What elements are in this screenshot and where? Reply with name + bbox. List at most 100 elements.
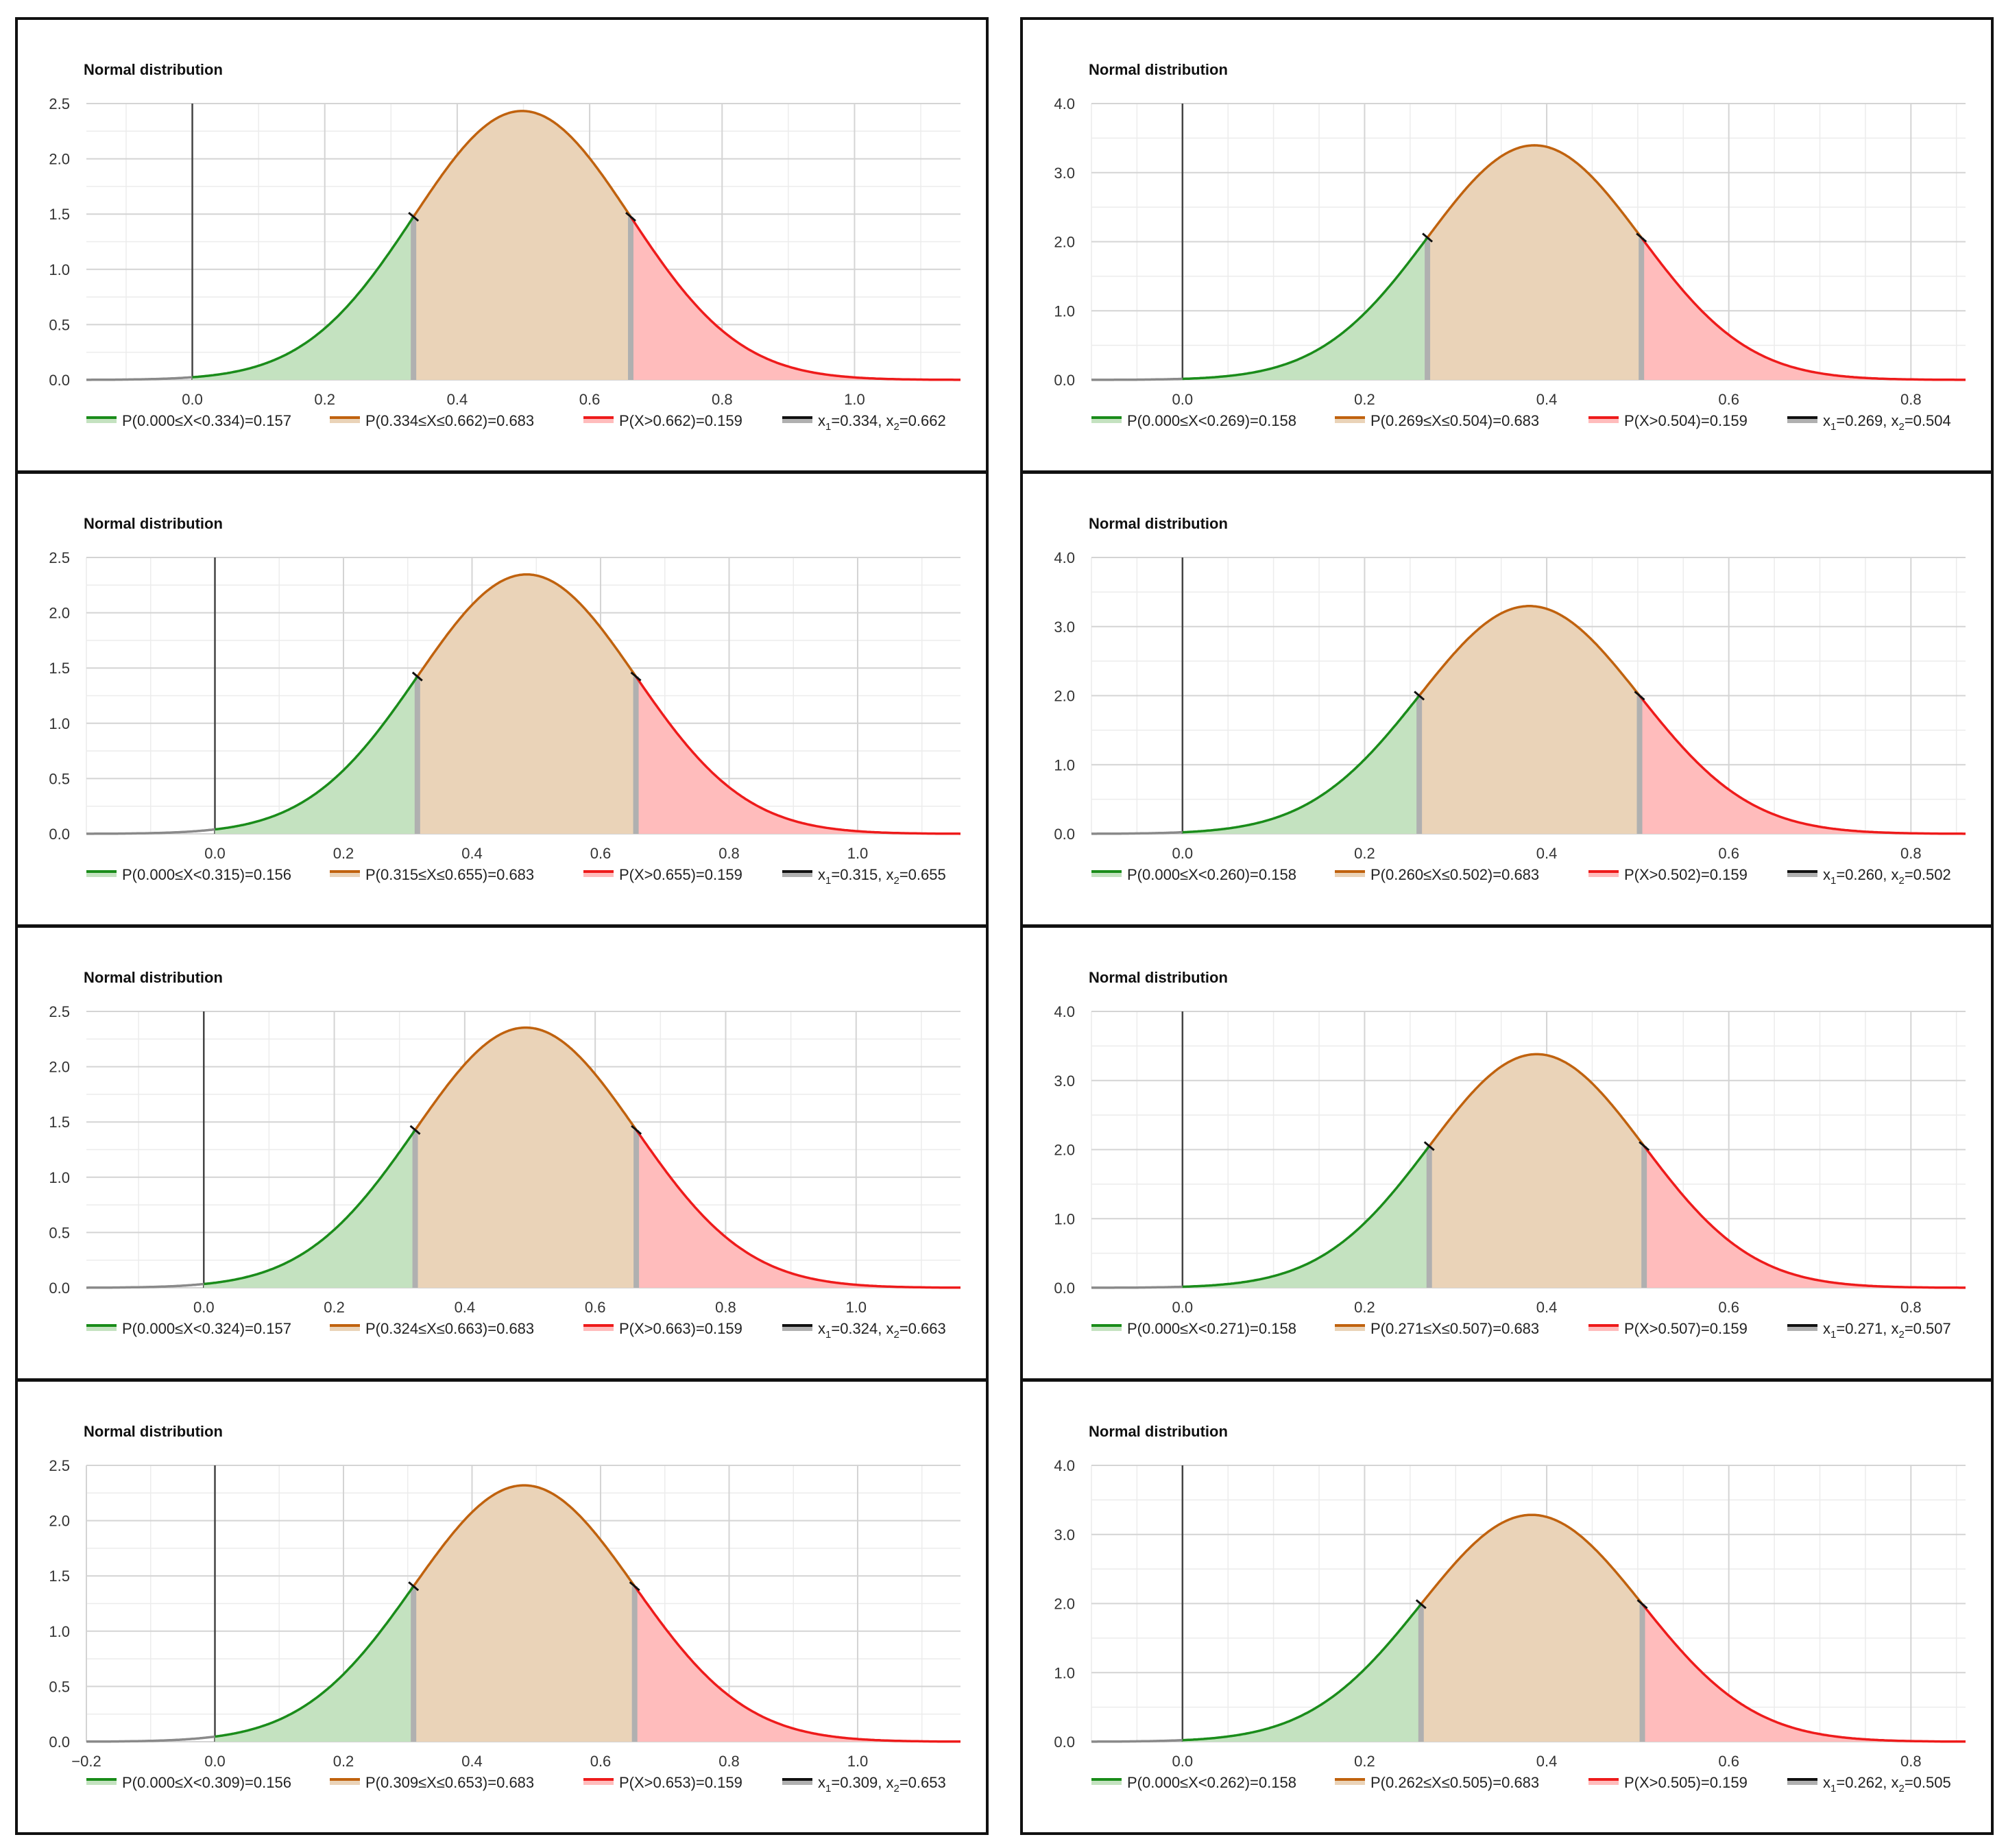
legend-label: P(X>0.507)=0.159 <box>1624 1320 1748 1337</box>
x-tick-label: 0.4 <box>1536 845 1558 862</box>
boundary-marker <box>1641 1146 1647 1288</box>
x-tick-label: 0.6 <box>579 391 601 408</box>
legend-label: P(0.000≤X<0.315)=0.156 <box>122 866 291 883</box>
legend-swatch-fill <box>782 1781 812 1785</box>
x-tick-label: 0.4 <box>461 845 483 862</box>
y-tick-label: 2.5 <box>49 95 70 112</box>
legend-swatch-fill <box>1335 1781 1365 1785</box>
curve-brown <box>412 1484 636 1587</box>
legend-item: P(0.000≤X<0.271)=0.158 <box>1091 1320 1296 1337</box>
legend-swatch-line <box>583 870 614 873</box>
green-area <box>1182 695 1420 834</box>
legend-swatch-line <box>1787 1778 1817 1781</box>
legend-swatch-fill <box>1787 419 1817 423</box>
x-tick-label: 0.6 <box>1718 845 1739 862</box>
brown-area <box>413 1485 635 1742</box>
chart-panel: Normal distribution 0.0 1.0 2.0 3.0 4.0 0.0 0.2… <box>1020 925 1994 1381</box>
legend-swatch-fill <box>86 419 117 423</box>
legend-item: P(0.000≤X<0.269)=0.158 <box>1091 412 1296 429</box>
legend-label: P(X>0.504)=0.159 <box>1624 412 1748 429</box>
curve-green <box>204 1129 417 1286</box>
legend-swatch-line <box>1091 1324 1122 1327</box>
legend-label: P(X>0.502)=0.159 <box>1624 866 1748 883</box>
y-tick-label: 2.0 <box>1054 1142 1075 1159</box>
boundary-marker <box>1426 1146 1432 1288</box>
x-tick-label: 0.6 <box>1718 1753 1739 1770</box>
curve-left-tail <box>1091 1285 1183 1289</box>
boundary-marker <box>631 1586 638 1742</box>
legend-swatch-line <box>86 416 117 419</box>
y-tick-label: 2.0 <box>1054 688 1075 705</box>
legend-label: P(0.000≤X<0.271)=0.158 <box>1127 1320 1296 1337</box>
boundary-marker <box>1639 1604 1645 1742</box>
curve-brown <box>412 110 632 218</box>
legend-swatch-line <box>1335 416 1365 419</box>
legend-label: P(0.260≤X≤0.502)=0.683 <box>1370 866 1539 883</box>
curve-green <box>1182 695 1421 834</box>
legend-swatch-fill <box>1091 1781 1122 1785</box>
legend-item: P(X>0.505)=0.159 <box>1588 1774 1748 1791</box>
legend-swatch-line <box>782 416 812 419</box>
y-tick-label: 0.0 <box>1054 1280 1075 1297</box>
curve-green <box>192 216 415 379</box>
y-tick-label: 3.0 <box>1054 165 1075 182</box>
chart-svg: Normal distribution 0.0 1.0 2.0 3.0 4.0 0.0 0.2… <box>1054 969 1966 1341</box>
y-tick-label: 2.5 <box>49 549 70 566</box>
legend-swatch-line <box>86 1324 117 1327</box>
legend-swatch-fill <box>583 1781 614 1785</box>
brown-area <box>413 110 631 380</box>
legend-label: P(0.000≤X<0.269)=0.158 <box>1127 412 1296 429</box>
x-tick-label: 1.0 <box>844 391 865 408</box>
chart-title: Normal distribution <box>84 969 223 986</box>
y-tick-label: 2.5 <box>49 1003 70 1020</box>
green-area <box>1182 237 1428 380</box>
curve-red <box>1639 695 1966 835</box>
legend-swatch-line <box>1787 416 1817 419</box>
legend-label: P(0.271≤X≤0.507)=0.683 <box>1370 1320 1539 1337</box>
chart-title: Normal distribution <box>1089 1423 1228 1440</box>
legend-swatch-line <box>1588 1778 1619 1781</box>
y-tick-label: 2.0 <box>1054 1596 1075 1613</box>
legend-item: P(0.334≤X≤0.662)=0.683 <box>330 412 534 429</box>
x-tick-label: 0.8 <box>1900 1299 1922 1316</box>
chart-svg: Normal distribution 0.0 0.5 1.0 1.5 2.0 2.5 0.0… <box>49 515 961 887</box>
legend-label: P(0.309≤X≤0.653)=0.683 <box>365 1774 534 1791</box>
x-tick-label: 0.8 <box>715 1299 736 1316</box>
x-tick-label: 1.0 <box>847 845 869 862</box>
boundary-point <box>1423 1141 1435 1151</box>
legend-item: P(0.000≤X<0.309)=0.156 <box>86 1774 291 1791</box>
curve-left-tail <box>86 828 215 835</box>
y-tick-label: 0.0 <box>49 372 70 389</box>
legend-item: x1=0.271, x2=0.507 <box>1787 1320 1951 1341</box>
y-tick-label: 0.0 <box>1054 826 1075 843</box>
y-tick-label: 0.0 <box>49 1280 70 1297</box>
x-tick-label: 0.6 <box>1718 1299 1739 1316</box>
legend-swatch-fill <box>583 1327 614 1331</box>
legend-item: P(0.000≤X<0.260)=0.158 <box>1091 866 1296 883</box>
legend-item: P(0.315≤X≤0.655)=0.683 <box>330 866 534 883</box>
curve-left-tail <box>1091 1738 1183 1743</box>
legend-swatch-fill <box>330 1781 360 1785</box>
boundary-point <box>625 212 636 222</box>
brown-area <box>1429 1054 1645 1288</box>
legend-swatch-fill <box>583 873 614 877</box>
chart-panel: Normal distribution 0.0 1.0 2.0 3.0 4.0 0.0 0.2… <box>1020 17 1994 473</box>
red-area <box>634 1586 960 1742</box>
x-tick-label: 0.2 <box>1354 1753 1375 1770</box>
y-tick-label: 4.0 <box>1054 1457 1075 1474</box>
legend-label: P(X>0.663)=0.159 <box>619 1320 742 1337</box>
y-tick-label: 3.0 <box>1054 1072 1075 1090</box>
x-tick-label: 0.2 <box>324 1299 345 1316</box>
brown-area <box>417 574 636 834</box>
boundary-marker <box>411 1586 417 1742</box>
legend-item: P(X>0.662)=0.159 <box>583 412 742 429</box>
legend-item: x1=0.262, x2=0.505 <box>1787 1774 1951 1795</box>
y-tick-label: 4.0 <box>1054 95 1075 112</box>
legend-item: x1=0.309, x2=0.653 <box>782 1774 946 1795</box>
legend-label: P(0.000≤X<0.334)=0.157 <box>122 412 291 429</box>
y-tick-label: 2.5 <box>49 1457 70 1474</box>
curve-brown <box>1420 1513 1643 1605</box>
legend-swatch-fill <box>1091 1327 1122 1331</box>
legend-swatch-fill <box>1787 1781 1817 1785</box>
legend-label: x1=0.260, x2=0.502 <box>1823 866 1951 887</box>
